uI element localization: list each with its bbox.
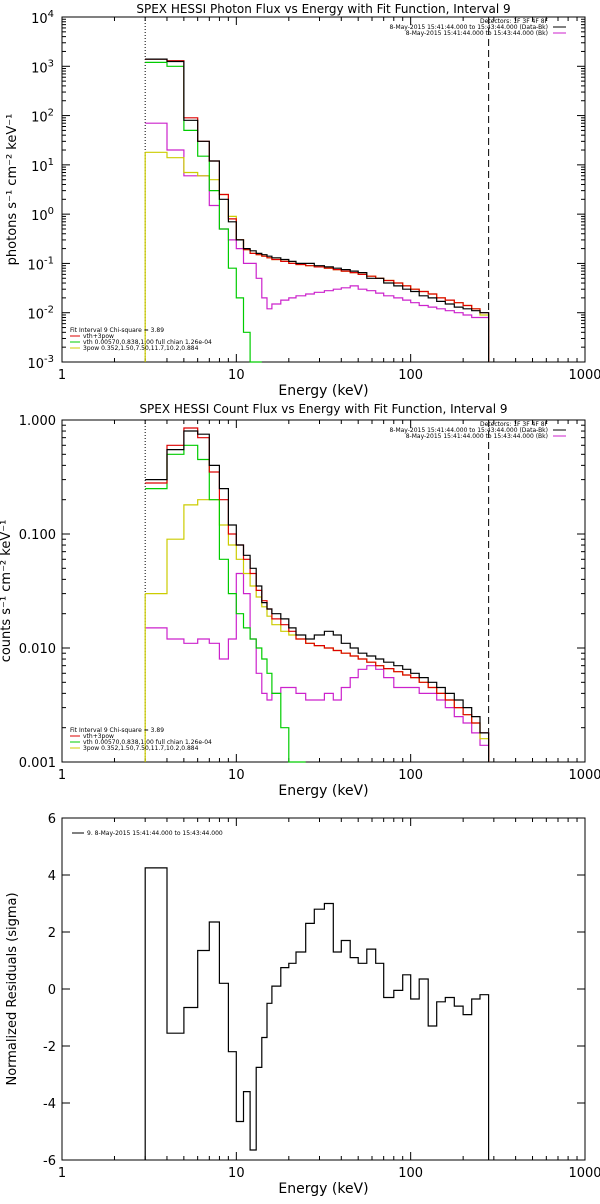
legend-top-text: 8-May-2015 15:41:44.000 to 15:43:44.000 … bbox=[389, 427, 548, 434]
x-tick-label: 10 bbox=[228, 768, 245, 783]
plot-frame bbox=[61, 419, 586, 763]
y-axis-label: photons s⁻¹ cm⁻² keV⁻¹ bbox=[5, 114, 20, 266]
legend-bottom-text: vth 0.00570,0.838,1.00 full chian 1.26e-… bbox=[83, 339, 212, 346]
y-axis-label: Normalized Residuals (sigma) bbox=[5, 892, 20, 1085]
legend-top: Detectors: 1F 3F 4F 8F8-May-2015 15:41:4… bbox=[389, 18, 566, 37]
x-tick-label: 10 bbox=[228, 368, 245, 383]
x-tick-label: 1 bbox=[58, 368, 66, 383]
legend-bottom-text: Fit Interval 9 Chi-square = 3.89 bbox=[70, 727, 164, 734]
y-tick-label: -2 bbox=[43, 1040, 56, 1055]
legend-bottom-text: 3pow 0.352,1.50,7.50,11.7,10.2,0.884 bbox=[83, 745, 199, 752]
y-tick-label: 0 bbox=[48, 983, 56, 998]
legend-bottom-text: Fit Interval 9 Chi-square = 3.89 bbox=[70, 327, 164, 334]
x-axis: 1 10 100 1000 Energy (keV) bbox=[58, 17, 600, 399]
y-tick-label: 0.100 bbox=[19, 528, 56, 543]
legend-bottom-text: vth 0.00570,0.838,1.00 full chian 1.26e-… bbox=[83, 739, 212, 746]
x-tick-label: 1000 bbox=[568, 368, 600, 383]
x-tick-label: 10 bbox=[228, 1166, 245, 1181]
chart-title: SPEX HESSI Count Flux vs Energy with Fit… bbox=[139, 402, 507, 416]
y-tick-label: -4 bbox=[43, 1097, 56, 1112]
y-tick-label: -6 bbox=[43, 1154, 56, 1169]
legend-bottom: Fit Interval 9 Chi-square = 3.89vth+3pow… bbox=[70, 727, 212, 752]
x-tick-label: 1 bbox=[58, 768, 66, 783]
series-data-bk bbox=[145, 430, 490, 762]
legend-bottom-text: vth+3pow bbox=[83, 733, 114, 740]
series-group bbox=[144, 58, 490, 363]
y-axis: -6 -4 -2 0 2 4 6 Normalized Residuals (sigma) bbox=[5, 812, 585, 1169]
chart-title: SPEX HESSI Photon Flux vs Energy with Fi… bbox=[136, 2, 510, 16]
x-axis: 1 10 100 1000 Energy (keV) bbox=[58, 420, 600, 799]
x-tick-label: 100 bbox=[398, 768, 423, 783]
y-tick-label: 2 bbox=[48, 926, 56, 941]
x-axis-label: Energy (keV) bbox=[278, 1181, 368, 1197]
chart-panel-3: 1 10 100 1000 Energy (keV) -6 -4 -2 0 2 4 6 Normaliz… bbox=[5, 812, 600, 1197]
series-vth-3pow bbox=[145, 58, 490, 362]
series-vth bbox=[145, 444, 306, 763]
series-data-bk bbox=[145, 58, 490, 362]
legend-top-text: Detectors: 1F 3F 4F 8F bbox=[480, 18, 549, 25]
y-axis-label: counts s⁻¹ cm⁻² keV⁻¹ bbox=[0, 520, 14, 663]
series-9-8-may-2015-15-41-44-000-to-15-43-44-000 bbox=[144, 867, 490, 1160]
y-tick-label: 1.000 bbox=[19, 414, 56, 429]
legend-top-text: Detectors: 1F 3F 4F 8F bbox=[480, 421, 549, 428]
series-vth-3pow bbox=[145, 427, 490, 762]
chart-panel-1: 1 10 100 1000 Energy (keV) 10-310-210-1100101… bbox=[5, 2, 600, 399]
plot-frame bbox=[61, 16, 586, 363]
legend-bottom: Fit Interval 9 Chi-square = 3.89vth+3pow… bbox=[70, 327, 212, 352]
x-tick-label: 1000 bbox=[568, 768, 600, 783]
chart-panel-2: 1 10 100 1000 Energy (keV) 0.001 0.010 0.100 1.0… bbox=[0, 402, 600, 799]
legend-top-text: 8-May-2015 15:41:44.000 to 15:43:44.000 … bbox=[406, 433, 548, 440]
x-tick-label: 100 bbox=[398, 1166, 423, 1181]
legend-top-text: 8-May-2015 15:41:44.000 to 15:43:44.000 … bbox=[389, 24, 548, 31]
legend-top: 9. 8-May-2015 15:41:44.000 to 15:43:44.0… bbox=[72, 830, 223, 837]
x-tick-label: 100 bbox=[398, 368, 423, 383]
legend-bottom-text: vth+3pow bbox=[83, 333, 114, 340]
series-group bbox=[144, 867, 490, 1160]
y-tick-label: 4 bbox=[48, 869, 56, 884]
series-bk bbox=[145, 122, 490, 362]
series-bk bbox=[145, 572, 490, 762]
x-axis-label: Energy (keV) bbox=[278, 783, 368, 799]
y-tick-label: 0.010 bbox=[19, 642, 56, 657]
legend-top: Detectors: 1F 3F 4F 8F8-May-2015 15:41:4… bbox=[389, 421, 566, 440]
y-tick-label: 0.001 bbox=[19, 756, 56, 771]
legend-top-text: 8-May-2015 15:41:44.000 to 15:43:44.000 … bbox=[406, 30, 548, 37]
series-group bbox=[144, 427, 490, 763]
x-tick-label: 1 bbox=[58, 1166, 66, 1181]
y-tick-label: 6 bbox=[48, 812, 56, 827]
y-axis: 0.001 0.010 0.100 1.000 counts s⁻¹ cm⁻² keV⁻… bbox=[0, 414, 585, 771]
legend-bottom-text: 3pow 0.352,1.50,7.50,11.7,10.2,0.884 bbox=[83, 345, 199, 352]
legend-text: 9. 8-May-2015 15:41:44.000 to 15:43:44.0… bbox=[87, 830, 223, 837]
x-axis: 1 10 100 1000 Energy (keV) bbox=[58, 818, 600, 1197]
x-axis-label: Energy (keV) bbox=[278, 383, 368, 399]
x-tick-label: 1000 bbox=[568, 1166, 600, 1181]
